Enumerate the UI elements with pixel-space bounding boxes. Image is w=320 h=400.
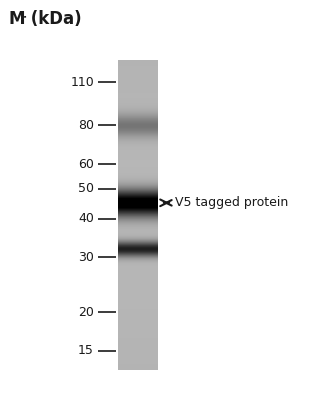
Text: M: M xyxy=(8,10,25,28)
Text: 30: 30 xyxy=(78,251,94,264)
Text: 110: 110 xyxy=(70,76,94,89)
Text: V5 tagged protein: V5 tagged protein xyxy=(175,196,288,209)
Text: 20: 20 xyxy=(78,306,94,318)
Text: 60: 60 xyxy=(78,158,94,170)
Text: 50: 50 xyxy=(78,182,94,195)
Text: r: r xyxy=(20,13,26,26)
Text: 15: 15 xyxy=(78,344,94,357)
Text: 40: 40 xyxy=(78,212,94,225)
Text: 80: 80 xyxy=(78,119,94,132)
Text: (kDa): (kDa) xyxy=(25,10,82,28)
